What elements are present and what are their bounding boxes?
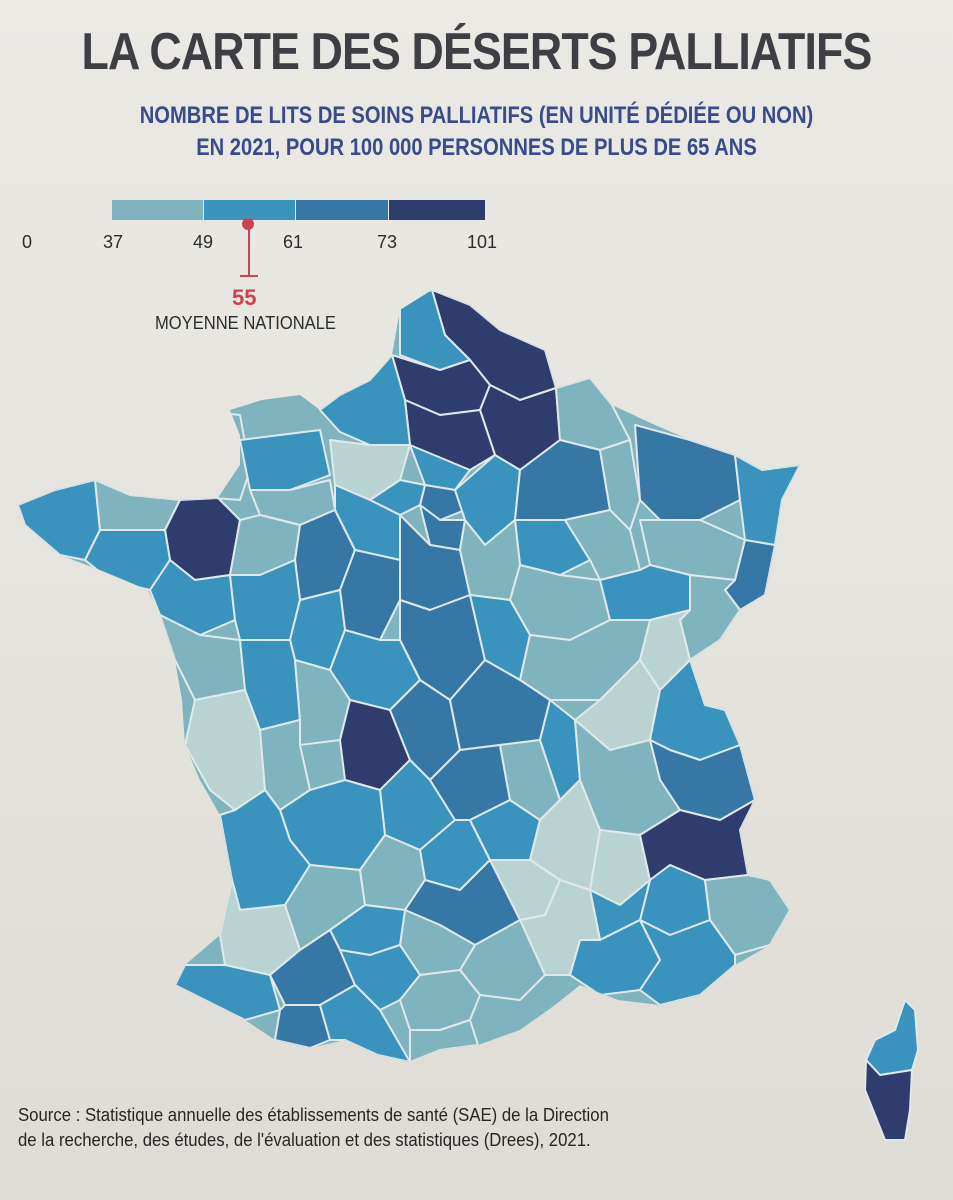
source-line-2: de la recherche, des études, de l'évalua…: [18, 1130, 591, 1150]
legend-class-73-101: [389, 200, 485, 220]
legend-class-37-49: [112, 200, 203, 220]
legend-tick-73: 73: [376, 232, 398, 252]
legend-tick-49: 49: [192, 232, 214, 252]
map-subtitle-line-2: EN 2021, POUR 100 000 PERSONNES DE PLUS …: [196, 134, 757, 161]
department-pyrenees-orientales: [409, 1019, 479, 1062]
map-title: LA CARTE DES DÉSERTS PALLIATIFS: [81, 23, 873, 81]
department-finistere: [18, 479, 101, 561]
department-haute-corse: [865, 999, 919, 1076]
color-legend: 0 37 49 61 73 101: [0, 190, 520, 340]
national-average-value: 55: [232, 285, 257, 310]
source-note: Source : Statistique annuelle des établi…: [18, 1103, 688, 1153]
department-corse-du-sud: [864, 1059, 913, 1141]
department-moselle: [634, 424, 741, 521]
legend-tick-101: 101: [466, 232, 498, 252]
legend-tick-0: 0: [21, 232, 33, 252]
department-ariege: [319, 984, 411, 1062]
national-average-line: [248, 224, 250, 276]
legend-class-61-73: [296, 200, 388, 220]
map-subtitle-line-1: NOMBRE DE LITS DE SOINS PALLIATIFS (EN U…: [139, 102, 814, 129]
department-pyrenees-atlantiques: [174, 964, 281, 1021]
legend-class-49-61: [204, 200, 295, 220]
department-cotes-d-armor: [94, 479, 181, 531]
department-var: [639, 919, 736, 1006]
national-average-label: MOYENNE NATIONALE: [155, 313, 336, 333]
department-seine-maritime: [319, 354, 411, 446]
legend-tick-61: 61: [282, 232, 304, 252]
department-meuse: [599, 439, 641, 531]
national-average-cap: [240, 275, 258, 277]
department-gard: [519, 879, 601, 976]
department-manche: [189, 409, 251, 501]
source-line-1: Source : Statistique annuelle des établi…: [18, 1105, 609, 1125]
department-calvados: [239, 429, 331, 491]
legend-tick-37: 37: [102, 232, 124, 252]
department-bas-rhin: [734, 454, 800, 546]
